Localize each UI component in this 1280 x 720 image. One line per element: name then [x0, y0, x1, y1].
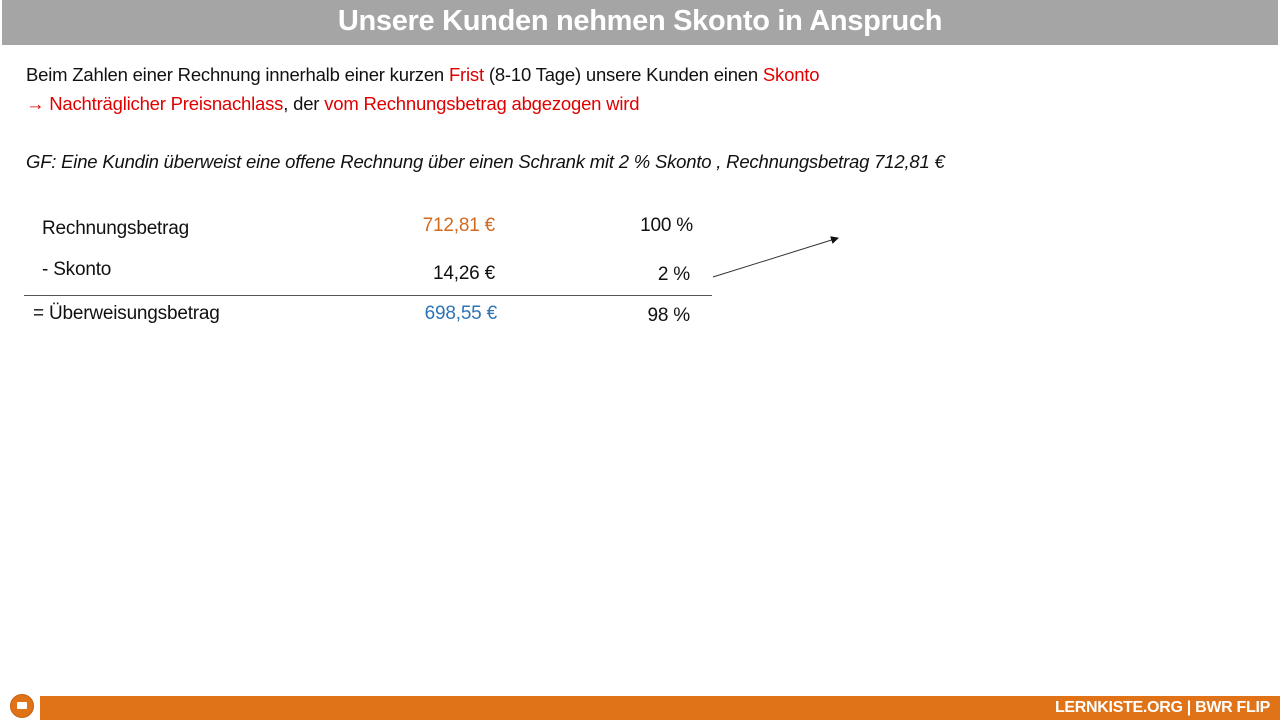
intro-text: , der: [283, 93, 325, 114]
row-percent: 2 %: [657, 264, 690, 285]
intro-text: Beim Zahlen einer Rechnung innerhalb ein…: [26, 64, 449, 85]
lernkiste-logo-icon: [10, 694, 34, 718]
row-amount: 14,26 €: [433, 263, 495, 284]
intro-text: (8-10 Tage) unsere Kunden einen: [483, 64, 763, 85]
highlight-preisnachlass: Nachträglicher Preisnachlass: [44, 93, 284, 114]
row-label: - Skonto: [42, 259, 112, 280]
intro-line-1: Beim Zahlen einer Rechnung innerhalb ein…: [26, 64, 820, 86]
row-label: Rechnungsbetrag: [42, 218, 189, 239]
footer-bar: LERNKISTE.ORG | BWR FLIP: [40, 696, 1280, 720]
row-percent: 100 %: [640, 215, 693, 236]
slide-title: Unsere Kunden nehmen Skonto in Anspruch: [2, 0, 1278, 45]
row-amount: 712,81 €: [422, 215, 496, 236]
arrow-right-icon: →: [26, 93, 45, 114]
sum-divider: [24, 295, 712, 296]
row-amount: 698,55 €: [424, 303, 498, 324]
row-label: = Überweisungsbetrag: [33, 303, 220, 324]
highlight-abgezogen: vom Rechnungsbetrag abgezogen wird: [324, 93, 640, 114]
row-percent: 98 %: [647, 305, 690, 326]
highlight-frist: Frist: [448, 64, 484, 85]
highlight-skonto: Skonto: [762, 64, 820, 85]
task-text: GF: Eine Kundin überweist eine offene Re…: [26, 151, 945, 172]
footer-brand: LERNKISTE.ORG | BWR FLIP: [1054, 699, 1270, 716]
intro-line-2: → Nachträglicher Preisnachlass, der vom …: [26, 93, 640, 115]
